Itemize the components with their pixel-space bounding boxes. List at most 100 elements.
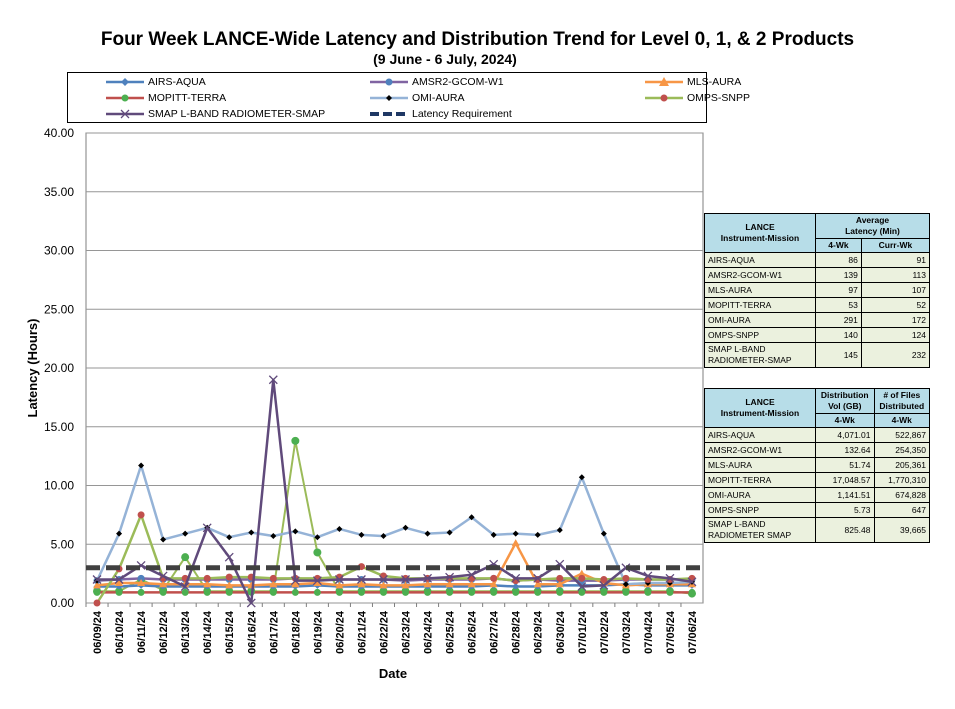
table-cell: 140 [815,327,862,343]
x-tick-label: 06/30/24 [555,610,567,654]
legend-label: Latency Requirement [412,108,512,120]
latency-row: MLS-AURA 97 107 [704,282,931,298]
dist-subheader-files: 4-Wk [873,413,930,428]
x-tick-label: 07/01/24 [577,610,589,654]
data-point [115,579,124,587]
table-cell: 124 [860,327,931,343]
data-point [402,524,409,531]
data-point [290,576,300,586]
dist-subheader-vol: 4-Wk [815,413,875,428]
gridlines [86,132,703,604]
data-point [357,580,366,588]
distribution-row: OMI-AURA 1,141.51 674,828 [704,487,930,503]
data-point [115,588,123,596]
x-tick-label: 06/15/24 [224,610,236,654]
latency-subheader-4wk: 4-Wk [815,238,862,253]
x-tick-label: 07/02/24 [599,610,611,654]
table-cell: MLS-AURA [704,282,816,298]
legend-item-latency-requirement: Latency Requirement [368,108,568,121]
table-cell: OMPS-SNPP [704,327,816,343]
data-point [138,462,145,469]
y-tick-label: 35.00 [44,185,74,199]
table-cell: 86 [815,252,862,268]
table-cell: AIRS-AQUA [704,252,816,268]
y-axis-label: Latency (Hours) [25,319,40,418]
data-point [268,375,278,385]
x-tick-label: 06/11/24 [136,610,148,653]
x-tick-label: 06/20/24 [334,610,346,654]
legend-item-mopitt: MOPITT-TERRA [104,92,304,105]
data-point [114,575,124,584]
data-point [270,533,277,540]
latency-row: OMPS-SNPP 140 124 [704,327,931,343]
table-cell: OMI-AURA [704,487,816,503]
data-point [291,588,299,596]
y-tick-label: 10.00 [44,479,74,493]
latency-row: SMAP L-BAND RADIOMETER-SMAP 145 232 [704,342,931,368]
table-cell: AMSR2-GCOM-W1 [704,267,816,283]
legend-item-amsr2: AMSR2-GCOM-W1 [368,76,568,89]
table-cell: 205,361 [873,457,930,473]
data-point [622,581,629,588]
data-point [446,588,454,596]
data-point [379,581,388,589]
x-tick-label: 06/22/24 [378,610,390,654]
data-point [181,588,189,596]
data-point [269,580,278,588]
table-cell: 172 [860,312,931,328]
table-cell: OMPS-SNPP [704,502,816,518]
data-point [182,530,189,537]
data-point [203,588,211,596]
data-point [512,530,519,537]
x-tick-label: 06/27/24 [489,610,501,654]
table-cell: 4,071.01 [815,427,875,443]
series-line [97,378,693,605]
table-cell: 113 [860,267,931,283]
x-tick-label: 07/04/24 [643,610,655,654]
data-point [225,573,233,581]
data-point [202,523,212,533]
data-point [556,527,563,534]
data-point [137,588,145,596]
series-line [95,464,693,586]
y-tick-label: 30.00 [44,244,74,258]
legend-item-omi-aura: OMI-AURA [368,92,568,105]
table-cell: SMAP L-BAND RADIOMETER SMAP [704,517,816,543]
table-cell: 647 [873,502,930,518]
data-point [401,581,410,589]
x-tick-label: 06/26/24 [467,610,479,654]
table-cell: 107 [860,282,931,298]
data-point [291,436,300,445]
data-point [356,575,366,584]
data-point [292,528,299,535]
table-cell: 825.48 [815,517,875,543]
data-point [688,588,696,596]
latency-row: AIRS-AQUA 86 91 [704,252,931,268]
x-tick-label: 06/21/24 [356,610,368,654]
x-tick-label: 06/18/24 [290,610,302,654]
y-tick-label: 40.00 [44,126,74,140]
data-point [644,588,652,596]
table-cell: AIRS-AQUA [704,427,816,443]
table-cell: 139 [815,267,862,283]
data-point [137,511,145,519]
data-point [577,582,587,592]
data-point [534,588,542,596]
x-tick-label: 07/06/24 [687,610,699,654]
y-tick-label: 0.00 [51,596,75,610]
chart-legend: AIRS-AQUA AMSR2-GCOM-W1 MLS-AURA MOPITT-… [67,72,750,123]
data-point [137,574,145,582]
data-point [334,575,344,584]
data-point [269,574,277,582]
table-cell: 52 [860,297,931,313]
data-point [423,580,432,588]
table-cell: 145 [815,342,862,368]
distribution-row: AIRS-AQUA 4,071.01 522,867 [704,427,930,443]
dist-col-header-instrument: LANCE Instrument-Mission [704,388,816,428]
table-cell: 291 [815,312,862,328]
legend-item-omps-snpp: OMPS-SNPP [643,92,750,105]
data-point [380,533,387,540]
data-point [423,573,433,583]
data-point [203,580,212,588]
data-point [446,529,453,536]
